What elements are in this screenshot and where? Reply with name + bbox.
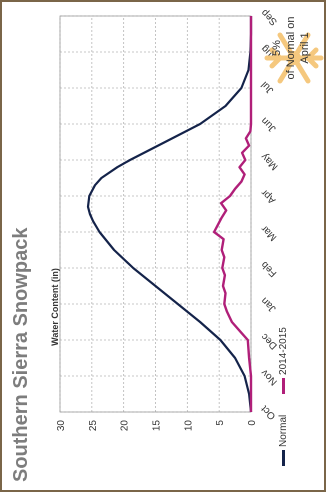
plot-border [59,15,252,413]
series-line-normal [86,16,253,413]
legend-swatch-2014-2015 [281,377,285,394]
y-tick-label: 5 [215,420,226,426]
legend-label-normal: Normal [278,414,289,447]
x-tick-label: May [259,151,280,172]
x-tick-label: Jan [259,295,278,314]
x-tick-label: Jun [259,115,278,134]
x-tick-label: Mar [259,222,279,242]
legend-swatch-normal [281,450,285,466]
snowflake-icon [264,32,324,84]
series-line-2014-2015 [212,16,253,412]
y-tick-label: 0 [247,420,258,426]
y-axis-label: Water Content (in) [50,268,60,346]
x-tick-label: Oct [259,403,278,422]
y-tick-label: 30 [56,420,67,432]
x-tick-label: Dec [259,331,279,351]
callout-date: April 1 [299,32,311,64]
callout-line2: of Normal on [285,16,297,80]
legend-label-2014-2015: 2014-2015 [278,327,289,375]
chart-legend: Normal 2014-2015 [278,309,289,466]
y-tick-label: 25 [88,420,99,432]
legend-item-normal: Normal [278,415,289,466]
callout-percent: 5% [271,40,283,56]
chart-title: Southern Sierra Snowpack [10,227,32,482]
y-tick-label: 10 [183,420,194,432]
y-tick-label: 20 [120,420,131,432]
x-tick-label: Nov [259,367,279,387]
snowpack-callout: 5% of Normal on April 1 [270,2,312,94]
x-tick-label: Apr [259,186,278,205]
legend-item-2014-2015: 2014-2015 [278,327,289,394]
y-tick-label: 15 [152,420,163,432]
x-tick-label: Feb [259,259,279,279]
